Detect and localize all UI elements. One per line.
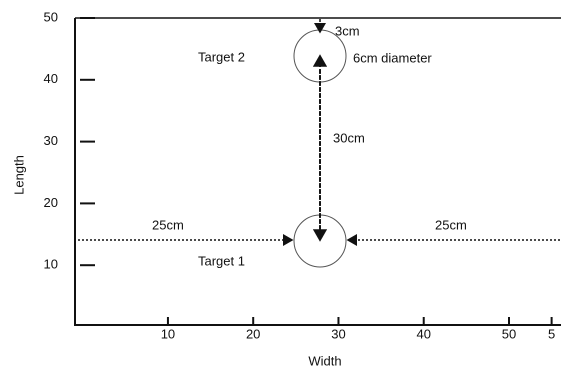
y-axis-label: Length xyxy=(11,155,26,195)
y-tick-label: 10 xyxy=(44,257,58,272)
x-tick-label: 40 xyxy=(416,326,430,341)
y-tick-label: 50 xyxy=(44,9,58,24)
y-tick-label: 30 xyxy=(44,133,58,148)
x-tick-label: 30 xyxy=(331,326,345,341)
distance-label: 30cm xyxy=(333,130,365,145)
x-tick-label: 5 xyxy=(548,326,555,341)
x-tick-label: 20 xyxy=(246,326,260,341)
x-tick-label: 50 xyxy=(502,326,516,341)
diameter-label: 6cm diameter xyxy=(353,50,432,65)
y-tick-label: 20 xyxy=(44,195,58,210)
gap-label: 3cm xyxy=(335,23,360,38)
x-axis-label: Width xyxy=(308,353,341,368)
right-margin-label: 25cm xyxy=(435,217,467,232)
x-tick-label: 10 xyxy=(161,326,175,341)
target-2-label: Target 2 xyxy=(198,49,245,64)
target-1-label: Target 1 xyxy=(198,253,245,268)
left-margin-label: 25cm xyxy=(152,217,184,232)
y-tick-label: 40 xyxy=(44,71,58,86)
